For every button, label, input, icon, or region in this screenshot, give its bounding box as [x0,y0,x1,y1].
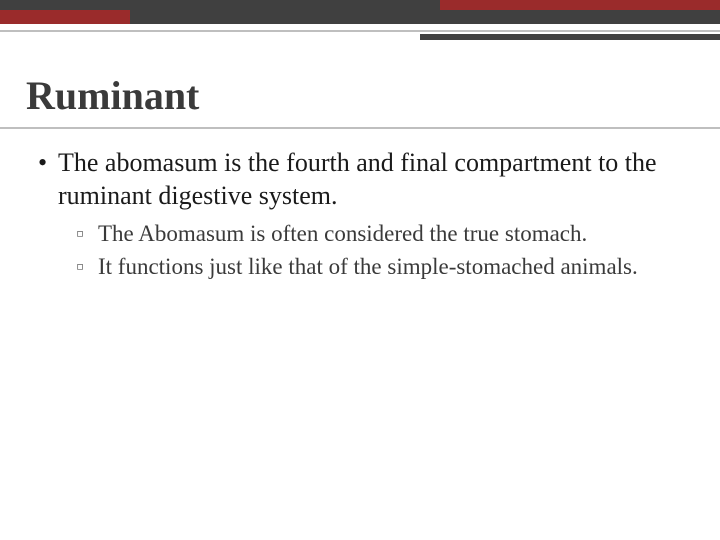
band-row2-right [130,10,720,24]
right-accent-bar [420,34,720,40]
band-row-2 [0,10,720,24]
spacer [0,34,420,40]
band-row2-left [0,10,130,24]
bullet-marker: • [38,147,58,212]
right-accent-bar-row [0,34,720,40]
top-decorative-band [0,0,720,40]
sub-bullet-marker: ▫ [76,253,98,282]
bullet-text: The abomasum is the fourth and final com… [58,147,678,212]
thin-rule [0,30,720,32]
slide-title: Ruminant [20,72,678,119]
bullet-level-2: ▫ It functions just like that of the sim… [76,253,678,282]
sub-bullet-marker: ▫ [76,220,98,249]
band-row1-right [440,0,720,10]
band-row1-left [0,0,440,10]
bullet-level-1: • The abomasum is the fourth and final c… [38,147,678,212]
title-underline [0,127,720,129]
sub-bullet-text: The Abomasum is often considered the tru… [98,220,678,249]
content-area: Ruminant • The abomasum is the fourth an… [0,40,720,282]
slide: Ruminant • The abomasum is the fourth an… [0,0,720,540]
band-row-1 [0,0,720,10]
sub-bullet-text: It functions just like that of the simpl… [98,253,678,282]
bullet-level-2: ▫ The Abomasum is often considered the t… [76,220,678,249]
